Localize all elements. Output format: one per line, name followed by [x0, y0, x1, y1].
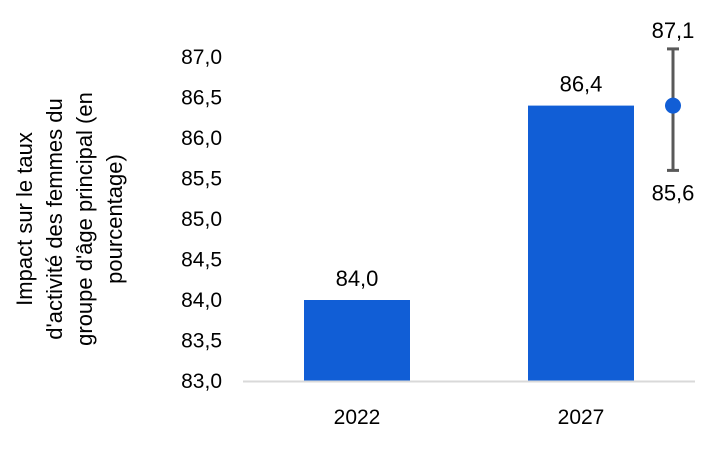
y-tick-label: 84,0: [181, 289, 222, 312]
bars: 84,0 86,4: [243, 72, 695, 383]
y-tick-label: 87,0: [181, 46, 222, 69]
y-axis-title-line: Impact sur le taux: [12, 132, 37, 306]
range-low-label: 85,6: [652, 180, 695, 205]
y-tick-label: 86,5: [181, 87, 222, 110]
y-tick-label: 85,5: [181, 168, 222, 191]
x-tick-labels: 2022 2027: [334, 406, 605, 429]
y-tick-label: 86,0: [181, 127, 222, 150]
x-tick-label: 2022: [334, 406, 381, 429]
range-marker: 87,1 85,6: [652, 18, 695, 205]
bar-value-label: 86,4: [560, 72, 603, 97]
y-axis-title: Impact sur le taux d'activité des femmes …: [12, 92, 127, 346]
y-axis-title-line: pourcentage): [102, 154, 127, 284]
range-point: [665, 97, 681, 114]
bar: [528, 105, 634, 381]
y-tick-label: 83,0: [181, 370, 222, 393]
y-axis-title-line: groupe d'âge principal (en: [72, 92, 97, 346]
y-axis-title-line: d'activité des femmes du: [42, 98, 67, 339]
y-tick-labels: 83,0 83,5 84,0 84,5 85,0 85,5 86,0 86,5 87,0: [181, 46, 222, 393]
x-tick-label: 2027: [558, 406, 605, 429]
y-tick-label: 84,5: [181, 249, 222, 272]
y-tick-label: 83,5: [181, 330, 222, 353]
bar-value-label: 84,0: [336, 266, 379, 291]
range-high-label: 87,1: [652, 18, 695, 43]
y-tick-label: 85,0: [181, 208, 222, 231]
bar: [304, 300, 410, 381]
